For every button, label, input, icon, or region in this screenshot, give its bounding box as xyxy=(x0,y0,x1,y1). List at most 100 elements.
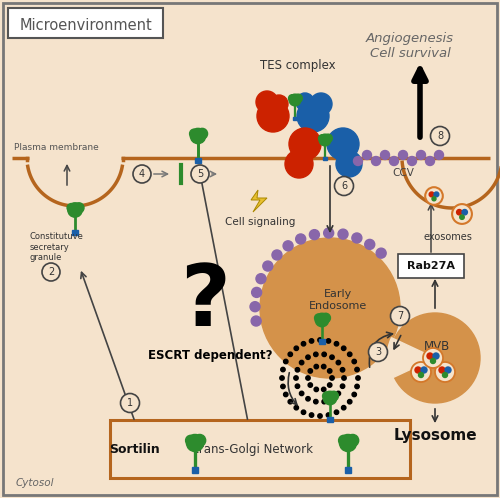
Circle shape xyxy=(186,435,196,446)
Circle shape xyxy=(294,94,302,103)
Circle shape xyxy=(294,405,298,410)
Circle shape xyxy=(355,368,359,372)
Circle shape xyxy=(352,392,356,397)
Circle shape xyxy=(445,367,451,373)
Circle shape xyxy=(415,367,421,373)
Circle shape xyxy=(322,399,326,404)
Text: 4: 4 xyxy=(139,169,145,179)
Text: 2: 2 xyxy=(48,267,54,277)
Circle shape xyxy=(380,150,390,159)
Circle shape xyxy=(327,128,359,160)
Circle shape xyxy=(322,392,330,400)
Text: 6: 6 xyxy=(341,181,347,191)
Circle shape xyxy=(456,210,462,215)
Text: 8: 8 xyxy=(437,131,443,141)
Circle shape xyxy=(423,348,443,368)
Circle shape xyxy=(368,343,388,362)
Circle shape xyxy=(460,215,464,220)
Circle shape xyxy=(314,399,318,404)
Circle shape xyxy=(256,274,266,284)
Circle shape xyxy=(342,376,346,380)
Text: TES complex: TES complex xyxy=(260,58,336,72)
Circle shape xyxy=(346,434,358,446)
Circle shape xyxy=(340,384,345,388)
Circle shape xyxy=(190,128,206,143)
Text: Angiogenesis
Cell survival: Angiogenesis Cell survival xyxy=(366,32,454,60)
Circle shape xyxy=(329,391,338,401)
Circle shape xyxy=(390,313,480,403)
Circle shape xyxy=(194,434,205,446)
Circle shape xyxy=(427,353,433,359)
Circle shape xyxy=(322,352,326,357)
Circle shape xyxy=(256,91,278,113)
Circle shape xyxy=(186,434,204,452)
Circle shape xyxy=(432,197,436,201)
Circle shape xyxy=(452,204,472,224)
Circle shape xyxy=(425,187,443,205)
Circle shape xyxy=(314,352,318,357)
Text: exosomes: exosomes xyxy=(424,232,472,242)
Circle shape xyxy=(326,413,330,417)
Text: Microenvironment: Microenvironment xyxy=(20,17,152,32)
Bar xyxy=(344,467,352,473)
Circle shape xyxy=(263,261,273,271)
Circle shape xyxy=(288,352,292,357)
Circle shape xyxy=(418,373,424,377)
Text: trans-Golgi Network: trans-Golgi Network xyxy=(194,443,312,456)
Circle shape xyxy=(314,314,322,322)
Circle shape xyxy=(67,204,76,212)
Circle shape xyxy=(342,346,346,351)
Circle shape xyxy=(296,93,314,111)
Text: Lysosome: Lysosome xyxy=(393,427,477,443)
Circle shape xyxy=(251,316,261,326)
Text: ESCRT dependent?: ESCRT dependent? xyxy=(148,349,272,362)
Circle shape xyxy=(330,376,334,380)
Circle shape xyxy=(426,156,434,165)
Circle shape xyxy=(318,135,326,142)
Circle shape xyxy=(289,94,301,106)
Circle shape xyxy=(300,391,304,395)
Bar xyxy=(292,117,298,121)
Circle shape xyxy=(398,150,407,159)
Circle shape xyxy=(318,414,322,418)
Circle shape xyxy=(294,346,298,351)
Circle shape xyxy=(324,134,332,142)
Circle shape xyxy=(302,342,306,346)
Circle shape xyxy=(306,355,310,360)
Circle shape xyxy=(348,352,352,357)
Circle shape xyxy=(288,399,292,404)
FancyBboxPatch shape xyxy=(8,8,163,38)
Text: Cell signaling: Cell signaling xyxy=(225,217,295,227)
Circle shape xyxy=(334,410,338,414)
Circle shape xyxy=(434,150,444,159)
Circle shape xyxy=(334,342,338,346)
Circle shape xyxy=(197,128,207,139)
Circle shape xyxy=(314,387,318,391)
Circle shape xyxy=(284,360,288,364)
Circle shape xyxy=(316,313,329,327)
Bar xyxy=(195,157,201,163)
Circle shape xyxy=(310,93,332,115)
Circle shape xyxy=(42,263,60,281)
FancyBboxPatch shape xyxy=(110,420,410,478)
Circle shape xyxy=(434,192,439,197)
Circle shape xyxy=(328,369,332,373)
Bar xyxy=(322,156,328,160)
Text: 5: 5 xyxy=(197,169,203,179)
Circle shape xyxy=(322,365,326,369)
Circle shape xyxy=(326,339,330,343)
Circle shape xyxy=(324,228,334,238)
Text: Constitutuve
secretary
granule: Constitutuve secretary granule xyxy=(30,232,84,262)
Circle shape xyxy=(322,387,326,391)
Text: Cytosol: Cytosol xyxy=(16,478,54,488)
Text: MVB: MVB xyxy=(424,340,450,353)
Circle shape xyxy=(364,240,374,249)
Circle shape xyxy=(390,156,398,165)
Circle shape xyxy=(252,287,262,297)
Circle shape xyxy=(330,396,334,401)
Circle shape xyxy=(429,192,434,197)
Circle shape xyxy=(68,203,82,217)
Polygon shape xyxy=(251,190,267,212)
Circle shape xyxy=(338,229,348,239)
Circle shape xyxy=(296,234,306,244)
